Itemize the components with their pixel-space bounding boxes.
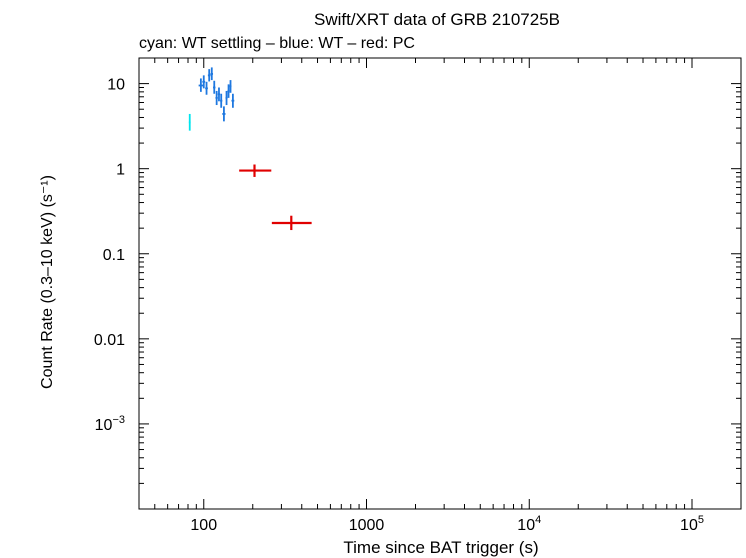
y-axis-label: Count Rate (0.3–10 keV) (s⁻¹) xyxy=(39,175,56,389)
data-point xyxy=(215,90,218,106)
data-point xyxy=(213,80,216,94)
x-axis-label: Time since BAT trigger (s) xyxy=(343,538,538,557)
data-series xyxy=(188,67,312,231)
data-point xyxy=(231,93,235,108)
chart-title: Swift/XRT data of GRB 210725B xyxy=(314,10,560,29)
y-tick-label: 0.1 xyxy=(103,247,125,264)
data-point xyxy=(239,164,272,177)
chart-subtitle: cyan: WT settling – blue: WT – red: PC xyxy=(139,35,415,52)
data-point xyxy=(217,87,221,102)
data-point xyxy=(207,69,211,82)
series-wt xyxy=(198,67,235,122)
y-tick-label: 10 xyxy=(107,77,125,94)
y-axis: 10 1 0.1 0.01 10−3 xyxy=(94,57,741,510)
data-point xyxy=(225,90,228,106)
plot-frame xyxy=(138,57,742,510)
data-point xyxy=(222,106,226,122)
y-tick-label: 10−3 xyxy=(95,414,125,434)
x-tick-label: 1000 xyxy=(349,517,385,534)
series-pc xyxy=(239,164,312,231)
data-point xyxy=(229,80,232,93)
y-tick-label: 1 xyxy=(116,162,125,179)
x-tick-label: 105 xyxy=(680,514,704,534)
data-point xyxy=(227,84,230,98)
data-point xyxy=(198,78,204,92)
data-point xyxy=(202,75,206,89)
series-wt-settling xyxy=(188,113,191,131)
x-tick-label: 100 xyxy=(190,517,217,534)
data-point xyxy=(205,81,208,95)
data-point xyxy=(210,67,214,81)
data-point xyxy=(188,113,191,131)
y-tick-label: 0.01 xyxy=(94,332,125,349)
data-point xyxy=(220,93,223,108)
x-axis: 100 1000 104 105 xyxy=(138,58,742,534)
plot-border xyxy=(138,57,742,510)
x-tick-label: 104 xyxy=(517,514,541,534)
data-point xyxy=(271,215,312,231)
